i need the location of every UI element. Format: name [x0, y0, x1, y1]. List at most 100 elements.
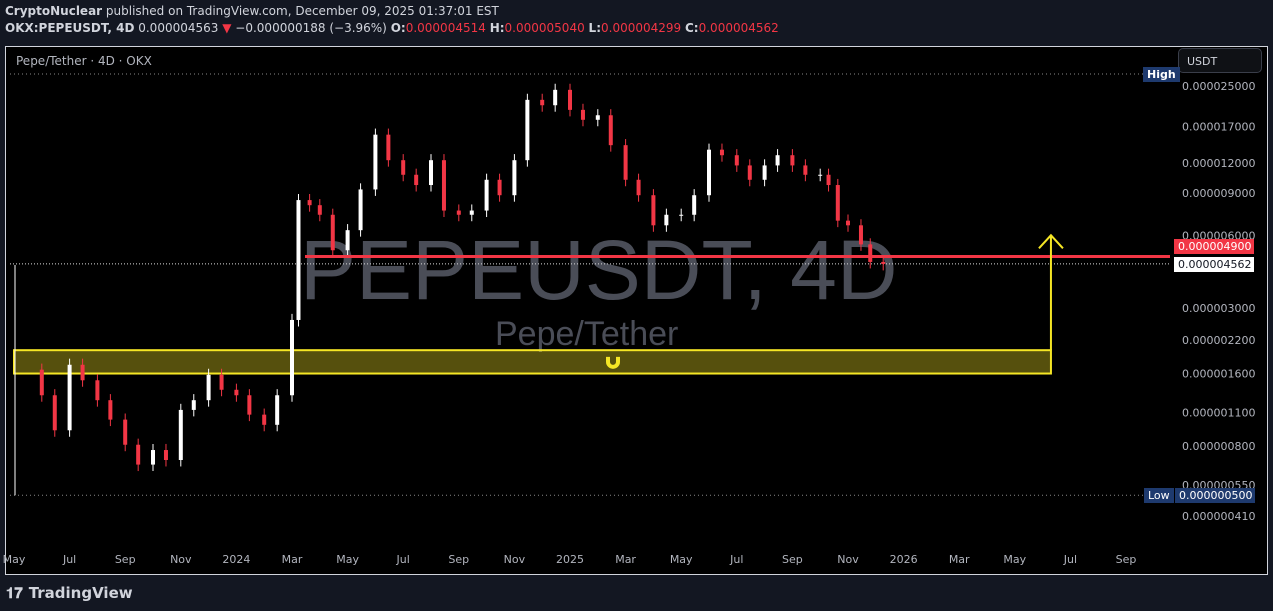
y-tick-label: 0.000001600: [1182, 368, 1255, 381]
candle-body: [679, 214, 684, 216]
candle-body: [401, 160, 406, 175]
x-tick-label: 2025: [556, 553, 584, 566]
x-tick-label: Nov: [837, 553, 859, 566]
candle-body: [747, 165, 752, 180]
x-tick-label: May: [670, 553, 693, 566]
tradingview-logo[interactable]: 𝟏𝟕 TradingView: [6, 584, 133, 602]
candle-body: [52, 395, 57, 431]
candle-body: [881, 261, 886, 264]
candle-body: [484, 179, 489, 211]
candle-body: [95, 380, 100, 401]
candle-body: [568, 89, 572, 110]
candle-body: [497, 179, 502, 196]
x-tick-label: 2024: [222, 553, 250, 566]
x-tick-label: May: [336, 553, 359, 566]
publish-info: CryptoNuclear published on TradingView.c…: [5, 4, 499, 18]
y-tick-label: 0.000002200: [1182, 334, 1255, 347]
candle-body: [163, 450, 168, 461]
high-value: 0.000005040: [504, 21, 585, 35]
candle-body: [429, 160, 433, 186]
candle-body: [775, 155, 780, 166]
x-tick-label: May: [1003, 553, 1026, 566]
candle-body: [858, 225, 863, 245]
candle-body: [275, 395, 280, 425]
support-zone: [13, 349, 1052, 375]
candle-body: [358, 189, 363, 231]
close-value: 0.000004562: [698, 21, 779, 35]
currency-button[interactable]: USDT: [1178, 48, 1262, 73]
candle-body: [80, 364, 85, 381]
candle-body: [151, 450, 155, 465]
x-tick-label: Mar: [282, 553, 303, 566]
x-tick-label: Jul: [396, 553, 410, 566]
y-tick-label: 0.000009000: [1182, 187, 1255, 200]
candle-body: [734, 155, 739, 166]
candle-body: [178, 409, 183, 461]
candle-body: [290, 319, 294, 396]
candle-body: [623, 145, 628, 180]
candle-body: [803, 165, 808, 175]
logo-text: TradingView: [28, 584, 133, 602]
high-tag: High: [1143, 67, 1180, 82]
x-tick-label: Sep: [448, 553, 469, 566]
last-price-tag: 0.000004562: [1174, 257, 1254, 272]
symbol: OKX:PEPEUSDT, 4D: [5, 21, 135, 35]
x-tick-label: 2026: [890, 553, 918, 566]
y-tick-label: 0.000025000: [1182, 80, 1255, 93]
candle-body: [317, 205, 322, 215]
candle-body: [123, 419, 128, 445]
candle-body: [469, 210, 474, 215]
y-tick-label: 0.000017000: [1182, 120, 1255, 133]
low-label: L:: [588, 21, 601, 35]
close-label: C:: [685, 21, 699, 35]
price-change: −0.000000188 (−3.96%): [235, 21, 387, 35]
candle-body: [651, 195, 656, 226]
candle-body: [441, 160, 446, 211]
candle-body: [206, 374, 211, 401]
candle-body: [664, 214, 669, 226]
candle-body: [762, 165, 767, 180]
x-tick-label: Sep: [782, 553, 803, 566]
candle-body: [39, 369, 44, 396]
low-price-tag: 0.000000500: [1175, 488, 1255, 503]
candle-body: [330, 214, 335, 251]
candle-body: [692, 195, 697, 215]
x-tick-label: Sep: [1116, 553, 1137, 566]
candle-body: [234, 389, 239, 396]
x-tick-label: Jul: [729, 553, 743, 566]
candle-body: [345, 230, 350, 251]
y-tick-label: 0.000000800: [1182, 440, 1255, 453]
low-tag: Low: [1144, 488, 1174, 503]
candle-body: [307, 200, 312, 206]
author[interactable]: CryptoNuclear: [5, 4, 103, 18]
candle-body: [414, 174, 419, 186]
candle-body: [719, 149, 724, 156]
candle-body: [512, 160, 517, 196]
watermark-symbol: PEPEUSDT, 4D: [300, 223, 898, 317]
candle-body: [247, 395, 252, 415]
magnet-icon: [606, 356, 620, 369]
candle-body: [846, 220, 850, 226]
candle-body: [540, 99, 545, 106]
low-value: 0.000004299: [601, 21, 682, 35]
x-tick-label: Mar: [615, 553, 636, 566]
candle-body: [636, 179, 641, 196]
x-tick-label: Sep: [115, 553, 136, 566]
candle-body: [373, 134, 378, 190]
candle-body: [219, 374, 224, 390]
y-tick-label: 0.000003000: [1182, 302, 1255, 315]
candle-body: [191, 400, 196, 410]
chart-pane[interactable]: [5, 46, 1268, 575]
ohlc-legend: OKX:PEPEUSDT, 4D 0.000004563 ▼ −0.000000…: [5, 21, 779, 35]
watermark-name: Pepe/Tether: [495, 315, 679, 353]
candle-body: [67, 364, 72, 431]
candle-body: [262, 414, 267, 425]
high-label: H:: [489, 21, 505, 35]
candle-body: [525, 99, 530, 161]
x-tick-label: Jul: [1063, 553, 1077, 566]
resistance-price-tag: 0.000004900: [1174, 239, 1254, 254]
y-tick-label: 0.000001100: [1182, 407, 1255, 420]
candle-body: [456, 210, 461, 215]
y-tick-label: 0.000000410: [1182, 510, 1255, 523]
tradingview-logo-icon: 𝟏𝟕: [6, 584, 23, 602]
